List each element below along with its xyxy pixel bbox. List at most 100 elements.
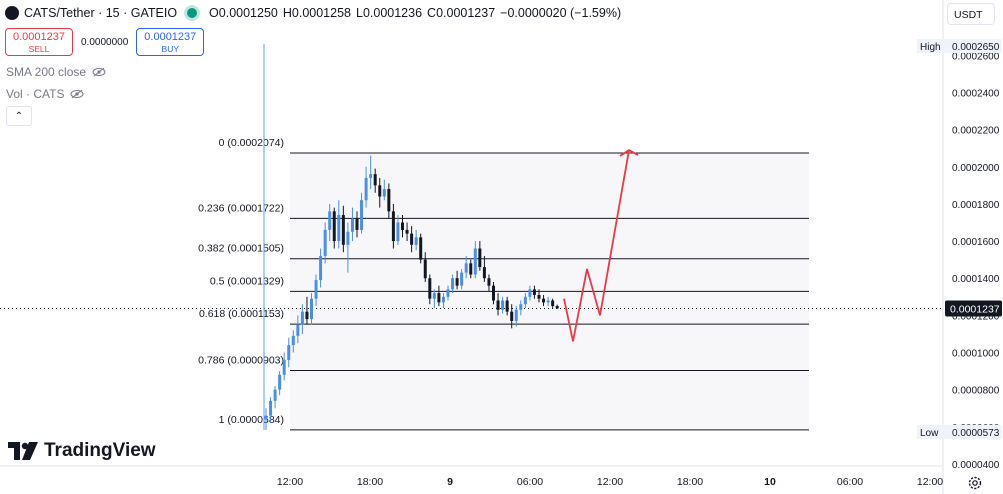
high-value: 0.0002650 [952, 42, 1000, 53]
candle-body [482, 267, 486, 279]
fib-level-label: 0 (0.0002074) [219, 137, 284, 149]
candle-body [492, 285, 495, 301]
candles [264, 155, 559, 430]
candle-body [323, 229, 327, 256]
candle-body [396, 222, 400, 242]
collapse-indicators-button[interactable]: ⌃ [6, 106, 32, 126]
candle-body [282, 359, 286, 375]
projection-path[interactable] [563, 148, 639, 342]
candle-body [528, 289, 532, 297]
candle-body [423, 259, 427, 279]
candle-body [337, 215, 341, 242]
candle-body [382, 189, 386, 197]
candle-body [455, 278, 459, 286]
fib-level-label: 0.618 (0.0001153) [199, 308, 284, 320]
time-tick-label: 06:00 [837, 476, 863, 488]
time-tick-label: 18:00 [357, 476, 383, 488]
tradingview-logo-icon [8, 442, 38, 460]
candle-body [291, 335, 295, 346]
tradingview-logo: TradingView [8, 440, 156, 462]
price-change: −0.0000020 (−1.59%) [500, 6, 622, 20]
candle-body [555, 306, 559, 309]
price-tick-label: 0.0002400 [952, 88, 1000, 99]
candle-body [532, 289, 536, 295]
candle-body [546, 300, 550, 303]
candle-body [460, 272, 464, 286]
market-open-icon [187, 8, 198, 18]
projection-arrowhead [619, 148, 639, 157]
low-value: 0.0000573 [952, 428, 1000, 439]
candle-body [501, 300, 505, 310]
candle-body [346, 231, 350, 245]
cats-logo-icon [5, 6, 19, 20]
settings-gear-icon[interactable] [967, 475, 983, 491]
time-tick-label: 06:00 [517, 476, 543, 488]
low-value-badge [945, 424, 1002, 439]
candle-body [519, 304, 523, 310]
last-price-badge [945, 300, 1002, 317]
price-tick-label: 0.0001800 [952, 200, 1000, 211]
candle-body [464, 263, 468, 273]
buy-price: 0.0001237 [144, 31, 197, 43]
fibonacci-retracement[interactable]: 0 (0.0002074) 0.236 (0.0001722) 0.382 (0.0… [198, 137, 809, 431]
ohlc-high: H0.0001258 [282, 6, 351, 20]
eye-hidden-icon[interactable] [70, 89, 84, 99]
candle-body [273, 389, 277, 401]
symbol-title[interactable]: CATS/Tether · 15 · GATEIO [24, 6, 178, 20]
candle-body [364, 177, 368, 201]
price-tick-label: 0.0002000 [952, 163, 1000, 174]
low-label: Low [920, 428, 939, 439]
candle-body [387, 189, 391, 212]
price-axis[interactable]: 0.00026500.0002600 0.0002400 0.0002200 0.00… [917, 0, 1002, 494]
sell-button[interactable]: 0.0001237 SELL [5, 28, 73, 56]
buy-button[interactable]: 0.0001237 BUY [136, 28, 205, 56]
candle-body [469, 263, 473, 275]
candle-body [401, 222, 404, 230]
candle-body [446, 289, 450, 297]
candle-body [269, 400, 273, 416]
candle-body [355, 218, 359, 230]
currency-select[interactable]: USDT [947, 3, 995, 25]
price-tick-label: 0.0001200 [952, 311, 1000, 322]
fib-level-label: 0.786 (0.0000903) [198, 355, 284, 367]
candle-body [419, 237, 423, 260]
candle-body [310, 298, 313, 320]
sell-price: 0.0001237 [13, 31, 65, 43]
candle-body [432, 293, 436, 299]
spread-value: 0.0000000 [81, 36, 129, 48]
ohlc-low: L0.0001236 [356, 6, 423, 20]
candle-body [314, 280, 318, 299]
projection-zigzag[interactable] [563, 149, 630, 342]
buy-label: BUY [161, 44, 180, 54]
candle-body [437, 293, 441, 303]
high-value-badge [945, 39, 1002, 53]
time-tick-label: 18:00 [677, 476, 703, 488]
candle-body [319, 255, 323, 281]
candle-body [405, 229, 409, 234]
candle-body [451, 278, 455, 290]
candle-body [360, 200, 364, 230]
candle-body [373, 174, 377, 186]
candle-body [505, 300, 509, 312]
ohlc-close: C0.0001237 [427, 6, 496, 20]
price-tick-label: 0.0001600 [952, 237, 1000, 248]
eye-hidden-icon[interactable] [92, 67, 106, 77]
indicator-volume[interactable]: Vol · CATS [6, 87, 84, 101]
ohlc-open: O0.0001250 [209, 6, 278, 20]
candle-body [551, 300, 555, 307]
price-tick-label: 0.0000400 [952, 460, 1000, 471]
fib-level-label: 1 (0.0000584) [219, 414, 284, 426]
low-badge [917, 424, 945, 439]
candle-body [414, 237, 418, 245]
candle-body [369, 174, 373, 178]
candle-body [487, 278, 491, 286]
indicator-sma[interactable]: SMA 200 close [6, 65, 106, 79]
high-label: High [920, 42, 941, 53]
time-axis[interactable]: 12:00 18:00 9 06:00 12:00 18:00 10 06:00 12:00 [0, 465, 943, 488]
candle-body [287, 345, 291, 360]
fib-level-label: 0.236 (0.0001722) [198, 202, 284, 214]
fib-level-label: 0.5 (0.0001329) [210, 275, 284, 287]
candle-body [510, 311, 514, 321]
candle-body [428, 278, 432, 299]
